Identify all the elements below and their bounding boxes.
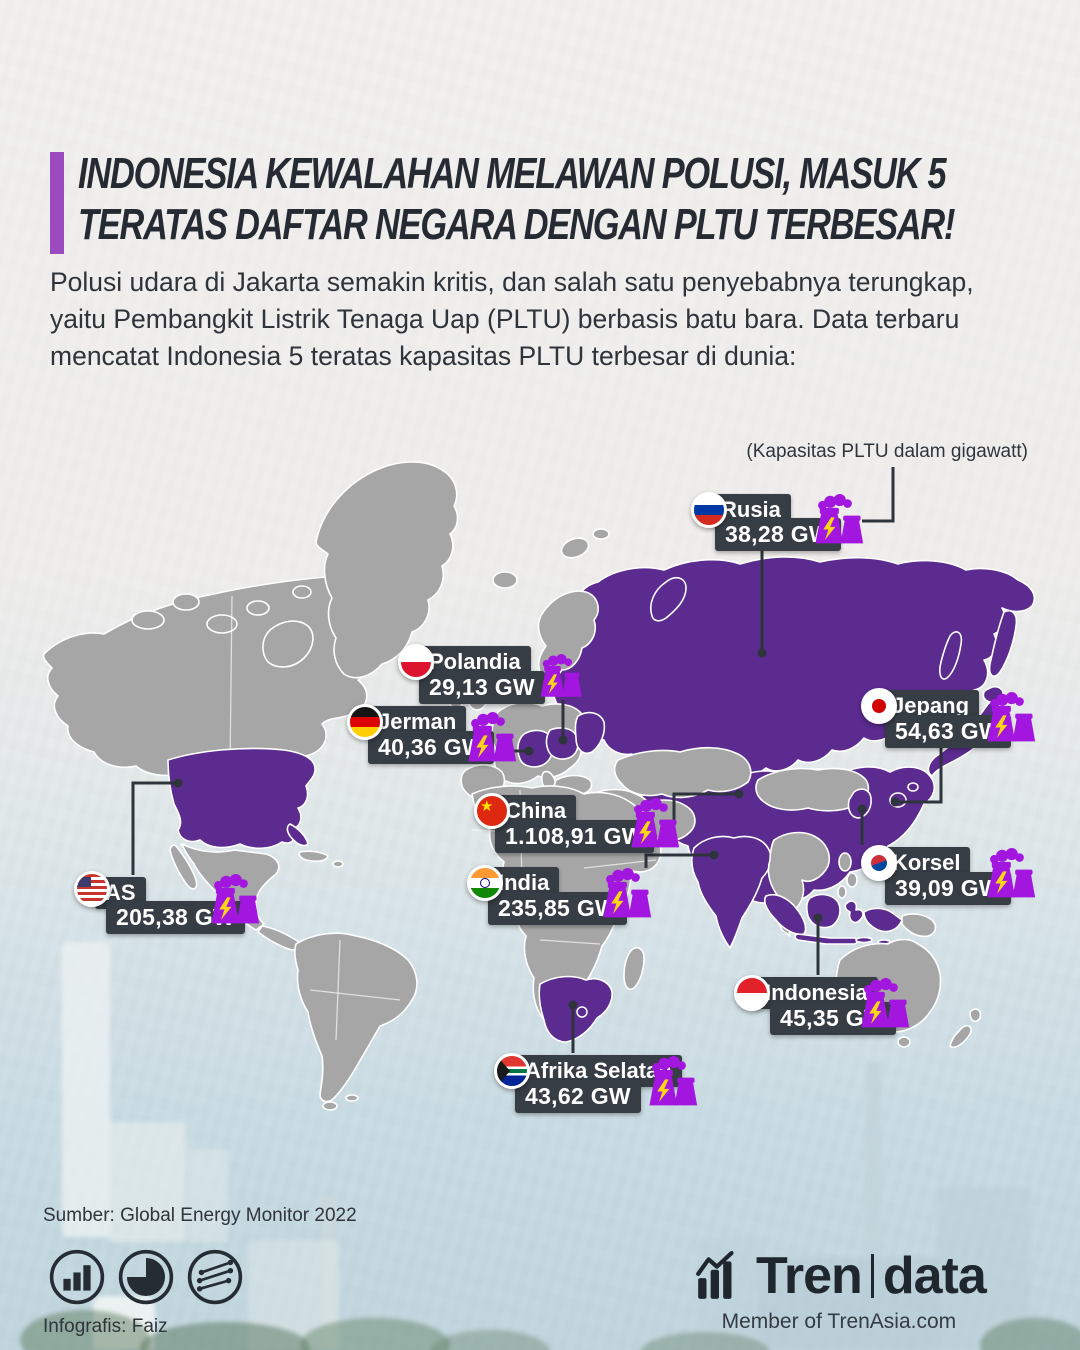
- bar-chart-icon: [49, 1249, 105, 1305]
- factory-icon: [206, 874, 262, 926]
- flag-indonesia-icon: [734, 975, 770, 1011]
- map-iceland: [492, 571, 518, 589]
- country-value: 54,63 GW: [895, 718, 1001, 744]
- factory-icon: [982, 848, 1038, 900]
- trendata-logo-icon: [696, 1251, 734, 1299]
- country-value: 40,36 GW: [378, 734, 484, 760]
- map-south-africa: [538, 975, 613, 1043]
- map-india: [691, 835, 772, 949]
- country-name: Korsel: [892, 850, 961, 875]
- factory-icon: [810, 494, 866, 546]
- flag-russia-icon: [691, 492, 727, 528]
- infographic-credit: Infografis: Faiz: [43, 1316, 168, 1337]
- trendata-logo: Tren data Member of TrenAsia.com: [692, 1246, 987, 1334]
- map-indonesia: [763, 893, 903, 945]
- map-greenland: [315, 461, 459, 679]
- country-value-badge: 39,09 GW: [885, 872, 1011, 905]
- country-value: 29,13 GW: [429, 674, 535, 700]
- country-value: 235,85 GW: [498, 895, 618, 921]
- country-name: China: [505, 798, 567, 823]
- country-name: Rusia: [721, 497, 781, 522]
- country-name: India: [498, 870, 550, 895]
- map-germany: [517, 729, 554, 768]
- flag-india-icon: [467, 865, 503, 901]
- flag-usa-icon: [74, 871, 110, 907]
- country-value-badge: 54,63 GW: [885, 715, 1011, 748]
- flag-poland-icon: [398, 644, 434, 680]
- trendata-wordmark: Tren data: [756, 1246, 987, 1306]
- factory-icon: [982, 692, 1038, 744]
- country-value-badge: 43,62 GW: [515, 1080, 641, 1113]
- title-accent-bar: [50, 152, 64, 254]
- callout-connectors: [131, 467, 943, 1053]
- logo-tren: Tren: [756, 1247, 863, 1305]
- flag-china-icon: [474, 793, 510, 829]
- country-name: AS: [105, 880, 136, 905]
- map-kazakhstan: [613, 746, 752, 799]
- country-value: 43,62 GW: [525, 1083, 631, 1109]
- flag-japan-icon: [861, 688, 897, 724]
- country-name: Polandia: [429, 649, 521, 674]
- factory-icon: [536, 654, 584, 699]
- country-name: Afrika Selatan: [525, 1058, 672, 1083]
- factory-icon: [626, 798, 682, 850]
- unit-note: (Kapasitas PLTU dalam gigawatt): [746, 441, 1028, 462]
- factory-icon: [856, 978, 912, 1030]
- country-value: 1.108,91 GW: [505, 823, 644, 849]
- source-credit: Sumber: Global Energy Monitor 2022: [43, 1205, 357, 1226]
- country-value: 39,09 GW: [895, 875, 1001, 901]
- country-value-badge: 1.108,91 GW: [495, 820, 654, 853]
- flag-germany-icon: [347, 704, 383, 740]
- flag-south-korea-icon: [861, 845, 897, 881]
- country-name: Jerman: [378, 709, 457, 734]
- factory-icon: [463, 712, 519, 764]
- logo-tagline: Member of TrenAsia.com: [721, 1310, 957, 1333]
- intro-paragraph: Polusi udara di Jakarta semakin kritis, …: [50, 267, 974, 371]
- map-south-america: [294, 932, 418, 1111]
- country-value-badge: 38,28 GW: [715, 518, 841, 551]
- factory-icon: [598, 868, 654, 920]
- logo-separator: [870, 1254, 874, 1298]
- pie-chart-icon: [118, 1249, 174, 1305]
- line-chart-icon: [187, 1249, 243, 1305]
- map-united-states: [167, 747, 316, 850]
- country-value-badge: 29,13 GW: [419, 671, 545, 704]
- flag-south-africa-icon: [494, 1053, 530, 1089]
- country-value: 38,28 GW: [725, 521, 831, 547]
- page-title: INDONESIA KEWALAHAN MELAWAN POLUSI, MASU…: [78, 148, 955, 250]
- title-line-2: TERATAS DAFTAR NEGARA DENGAN PLTU TERBES…: [78, 200, 955, 249]
- country-name: Indonesia: [765, 980, 868, 1005]
- factory-icon: [644, 1056, 700, 1108]
- map-east-europe: [574, 711, 606, 754]
- country-value-badge: 235,85 GW: [488, 892, 628, 925]
- country-name: Jepang: [892, 693, 970, 718]
- logo-data: data: [882, 1247, 987, 1305]
- title-line-1: INDONESIA KEWALAHAN MELAWAN POLUSI, MASU…: [78, 149, 947, 198]
